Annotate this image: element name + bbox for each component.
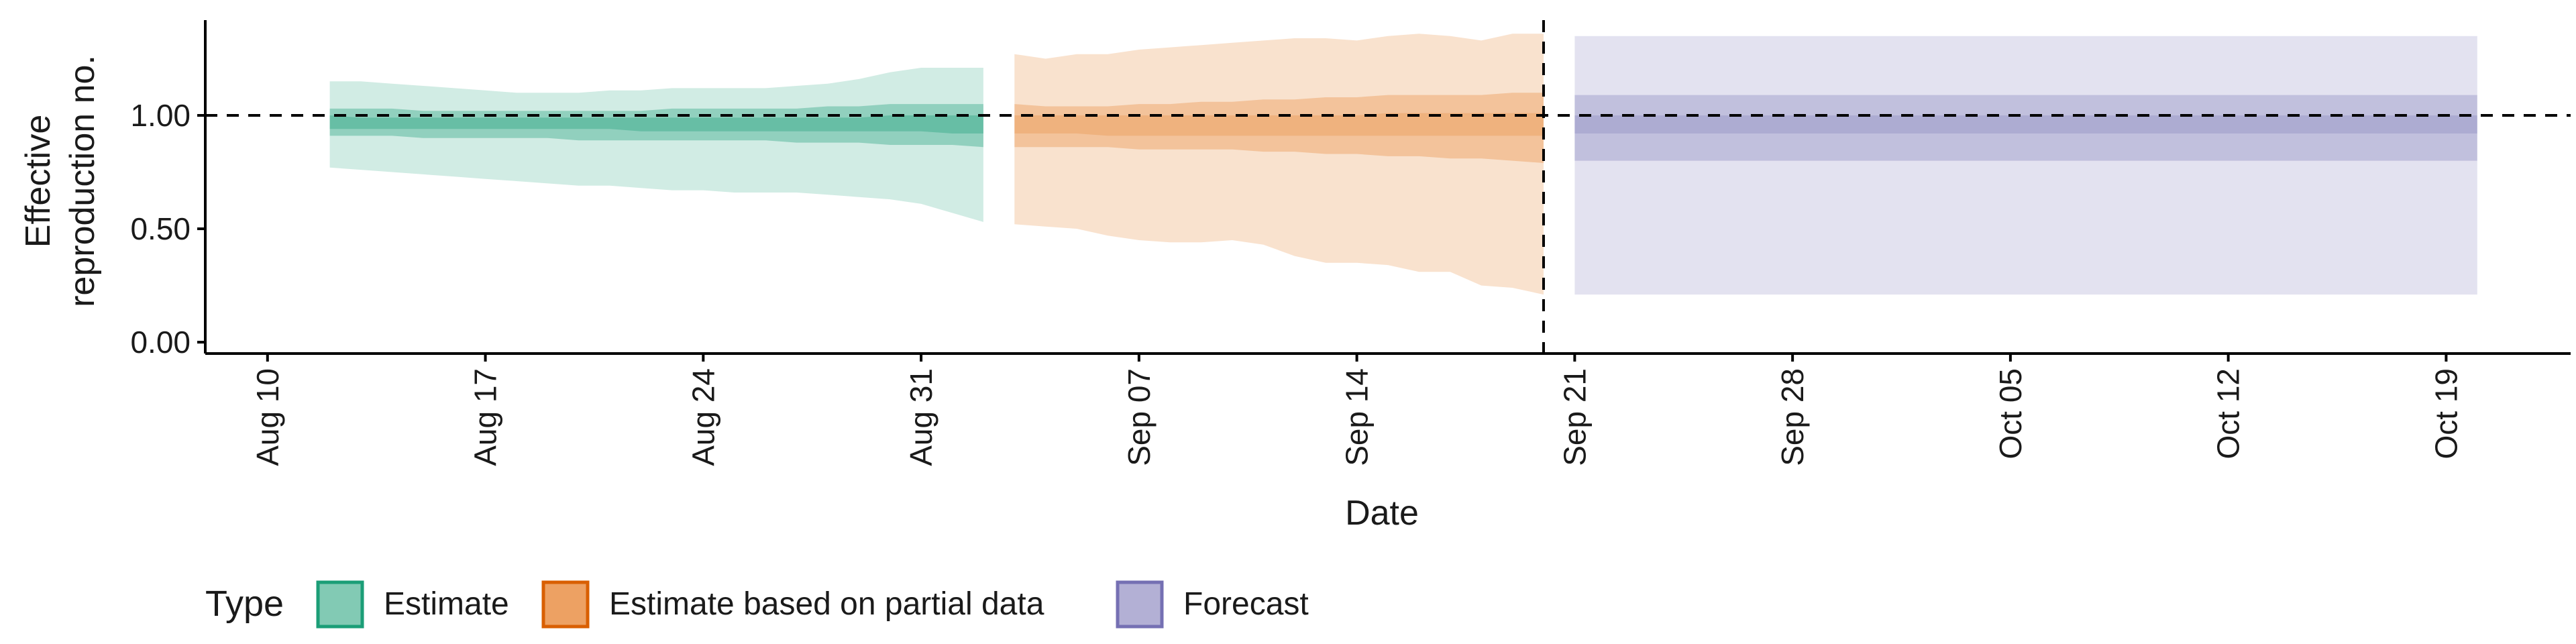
y-tick-label: 1.00 — [130, 98, 191, 133]
legend-label-estimate: Estimate — [384, 586, 509, 622]
x-tick-label: Oct 12 — [2211, 368, 2246, 460]
x-tick-label: Oct 05 — [1993, 368, 2028, 460]
forecast-band-20 — [1574, 115, 2477, 133]
reference-lines — [205, 20, 2571, 354]
y-axis-title-line-1: Effective — [19, 115, 58, 248]
y-axis-title-line-2: reproduction no. — [63, 55, 102, 307]
partial-data-band-90 — [1014, 34, 1544, 295]
y-tick-label: 0.00 — [130, 325, 191, 360]
tick-labels: 0.00 0.50 1.00 Aug 10 Aug 17 Aug 24 Aug 31 Sep … — [130, 98, 2463, 466]
estimate-band-90 — [329, 68, 983, 222]
credible-interval-bands — [329, 34, 2477, 295]
forecast-band-90 — [1574, 36, 2477, 295]
x-axis-title: Date — [1345, 494, 1419, 533]
x-tick-label: Aug 24 — [686, 368, 720, 466]
x-tick-label: Aug 31 — [904, 368, 938, 466]
legend-key-estimate — [316, 580, 364, 629]
y-tick-label: 0.50 — [130, 211, 191, 246]
x-tick-label: Sep 07 — [1122, 368, 1157, 466]
legend-key-partial-data — [541, 580, 590, 629]
x-tick-label: Aug 17 — [468, 368, 503, 466]
legend: Type Estimate Estimate based on partial … — [205, 580, 1309, 629]
x-tick-label: Sep 28 — [1775, 368, 1810, 466]
x-tick-label: Sep 21 — [1557, 368, 1592, 466]
legend-label-partial-data: Estimate based on partial data — [609, 586, 1044, 622]
legend-label-forecast: Forecast — [1183, 586, 1309, 622]
forecast-band-50 — [1574, 95, 2477, 161]
partial-data-band-20 — [1014, 113, 1544, 136]
x-tick-label: Sep 14 — [1340, 368, 1375, 466]
legend-title: Type — [205, 584, 284, 624]
legend-key-forecast — [1116, 580, 1164, 629]
x-tick-label: Aug 10 — [250, 368, 285, 466]
x-tick-label: Oct 19 — [2428, 368, 2463, 460]
partial-data-band-50 — [1014, 93, 1544, 163]
estimate-band-20 — [329, 115, 983, 133]
axes — [197, 20, 2571, 362]
